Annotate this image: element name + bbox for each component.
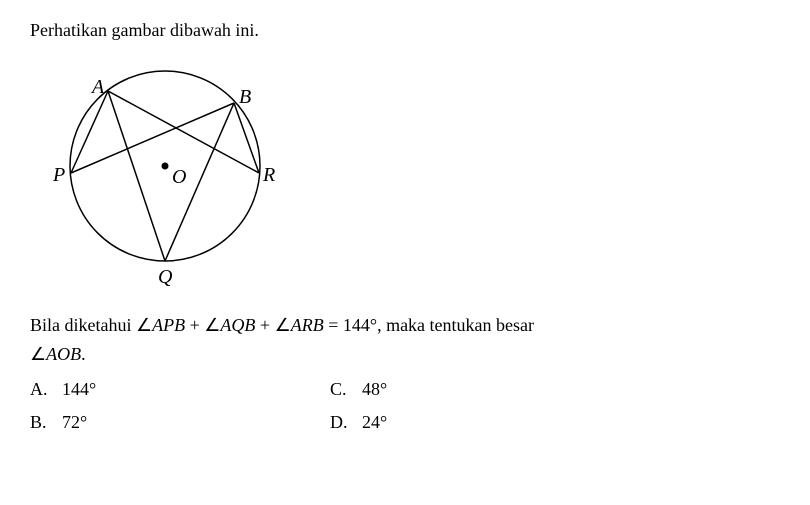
option-A-letter: A. (30, 379, 50, 400)
option-A: A. 144° (30, 379, 310, 400)
angle-symbol-3: ∠ (275, 315, 291, 335)
option-B: B. 72° (30, 412, 310, 433)
option-A-value: 144° (62, 379, 96, 400)
angle-ARB: ARB (291, 315, 324, 335)
plus-2: + (255, 315, 274, 335)
label-O: O (172, 166, 186, 188)
option-D-value: 24° (362, 412, 387, 433)
option-C-letter: C. (330, 379, 350, 400)
option-B-value: 72° (62, 412, 87, 433)
label-A: A (90, 76, 105, 98)
question-prompt: Perhatikan gambar dibawah ini. (30, 20, 780, 41)
option-C: C. 48° (330, 379, 610, 400)
option-D: D. 24° (330, 412, 610, 433)
answer-options: A. 144° C. 48° B. 72° D. 24° (30, 379, 780, 433)
angle-symbol-2: ∠ (204, 315, 220, 335)
given-prefix: Bila diketahui (30, 315, 136, 335)
option-D-letter: D. (330, 412, 350, 433)
angle-symbol-4: ∠ (30, 344, 46, 364)
angle-symbol-1: ∠ (136, 315, 152, 335)
option-C-value: 48° (362, 379, 387, 400)
equals-text: = 144°, maka tentukan besar (324, 315, 534, 335)
circle-diagram: A B P R O Q (50, 51, 780, 296)
label-P: P (52, 164, 65, 186)
option-B-letter: B. (30, 412, 50, 433)
line-BP (71, 103, 234, 173)
given-condition: Bila diketahui ∠APB + ∠AQB + ∠ARB = 144°… (30, 311, 780, 369)
label-R: R (262, 164, 275, 186)
center-dot (162, 163, 169, 170)
label-Q: Q (158, 266, 173, 288)
angle-AQB: AQB (220, 315, 255, 335)
period: . (81, 344, 86, 364)
angle-AOB: AOB (46, 344, 81, 364)
label-B: B (239, 86, 251, 108)
plus-1: + (185, 315, 204, 335)
angle-APB: APB (152, 315, 185, 335)
